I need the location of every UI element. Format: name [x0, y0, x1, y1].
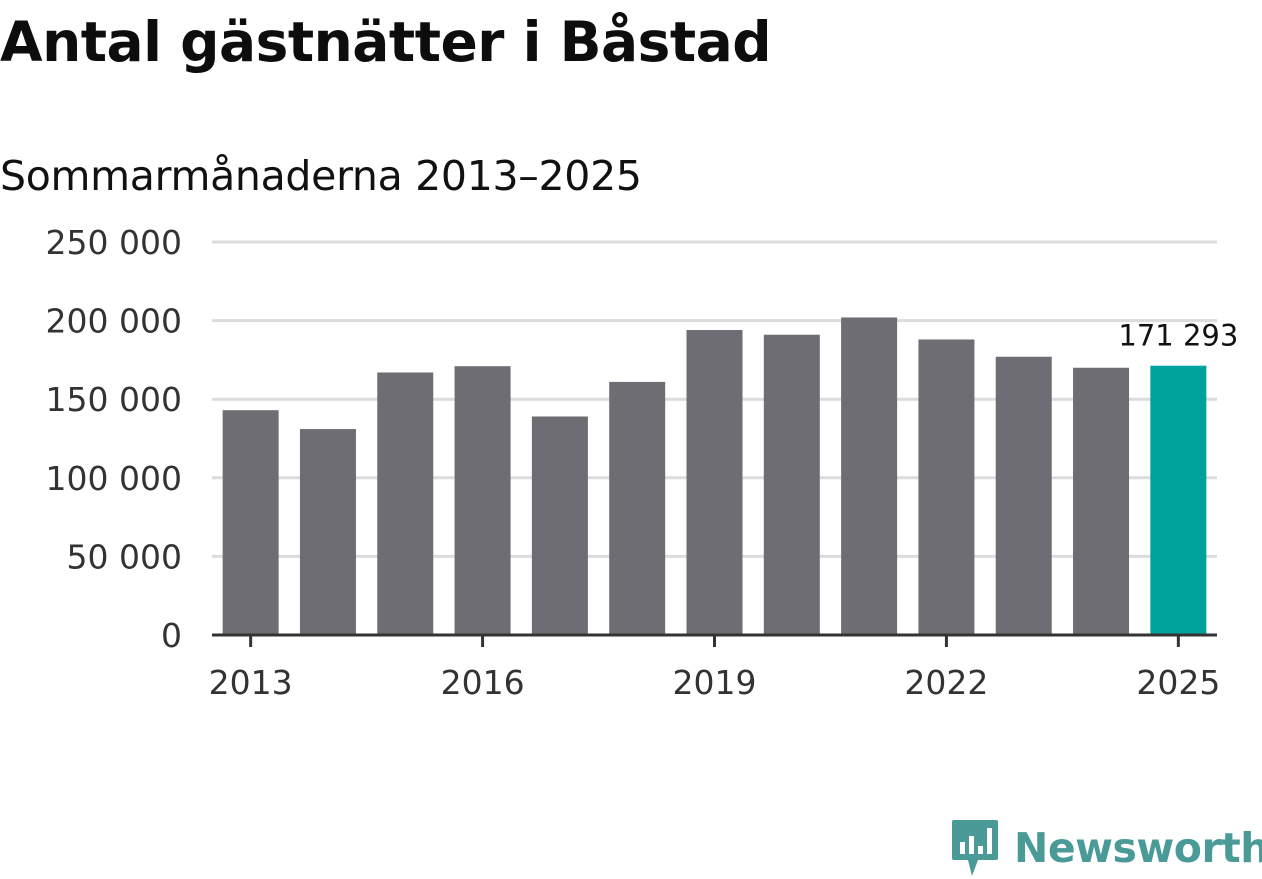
x-tick-label: 2022 — [904, 663, 988, 702]
bar — [531, 416, 588, 635]
bar — [222, 410, 279, 635]
newsworthy-logo-icon — [952, 820, 998, 876]
y-tick-label: 150 000 — [46, 380, 182, 419]
x-tick-label: 2013 — [209, 663, 293, 702]
brand-logo: Newsworthy — [950, 818, 1262, 878]
y-tick-label: 200 000 — [46, 302, 182, 341]
bar — [1073, 367, 1130, 635]
bar — [377, 372, 434, 635]
data-label: 171 293 — [1118, 319, 1238, 353]
chart-subtitle: Sommarmånaderna 2013–2025 — [0, 152, 642, 200]
bar — [609, 381, 666, 635]
x-tick-label: 2016 — [441, 663, 525, 702]
y-tick-label: 50 000 — [67, 537, 182, 576]
chart-title: Antal gästnätter i Båstad — [0, 10, 772, 74]
highlight-bar — [1150, 365, 1207, 635]
bar — [763, 334, 820, 635]
x-tick-label: 2025 — [1136, 663, 1220, 702]
bar — [454, 366, 511, 635]
bar — [841, 317, 898, 635]
y-tick-label: 250 000 — [46, 223, 182, 262]
bar — [299, 429, 356, 635]
x-tick-label: 2019 — [673, 663, 757, 702]
brand-name: Newsworthy — [1014, 824, 1262, 872]
bar — [995, 356, 1052, 635]
y-tick-label: 0 — [161, 616, 182, 655]
bar — [686, 330, 743, 635]
bar — [918, 339, 975, 635]
y-tick-label: 100 000 — [46, 459, 182, 498]
